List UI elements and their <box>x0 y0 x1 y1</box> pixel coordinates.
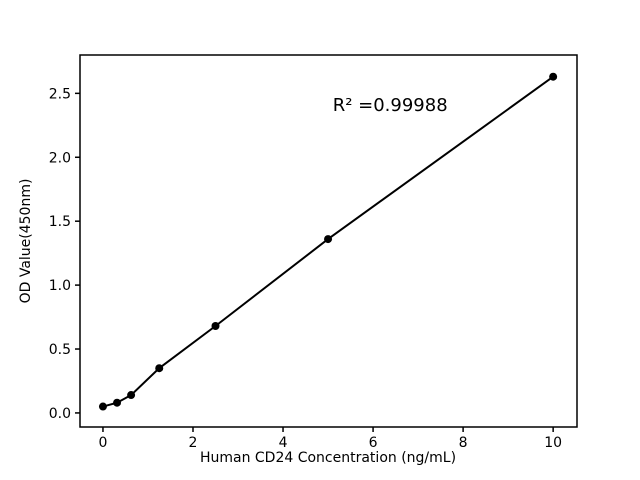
data-point <box>549 72 558 81</box>
x-tick-label: 6 <box>369 435 378 451</box>
y-tick-label: 1.0 <box>49 278 71 294</box>
y-axis-label: OD Value(450nm) <box>18 179 34 304</box>
x-tick-label: 10 <box>544 435 562 451</box>
data-point <box>98 402 107 411</box>
data-point <box>127 391 136 400</box>
y-tick-label: 2.0 <box>49 150 71 166</box>
x-tick-label: 0 <box>98 435 107 451</box>
x-tick-label: 4 <box>279 435 288 451</box>
x-tick-label: 8 <box>459 435 468 451</box>
data-point <box>324 235 333 244</box>
y-tick-label: 0.0 <box>49 406 71 422</box>
y-axis-ticks: 0.0 0.5 1.0 1.5 2.0 2.5 <box>49 86 80 422</box>
y-tick-label: 1.5 <box>49 214 71 230</box>
y-tick-label: 0.5 <box>49 342 71 358</box>
x-tick-label: 2 <box>189 435 198 451</box>
data-point <box>211 322 220 331</box>
data-series <box>98 72 558 411</box>
data-point <box>155 364 164 373</box>
x-axis-label: Human CD24 Concentration (ng/mL) <box>200 450 456 466</box>
x-axis-ticks: 0 2 4 6 8 10 <box>98 427 562 451</box>
data-point <box>113 398 122 407</box>
r-squared-annotation: R² =0.99988 <box>333 95 448 116</box>
y-tick-label: 2.5 <box>49 86 71 102</box>
